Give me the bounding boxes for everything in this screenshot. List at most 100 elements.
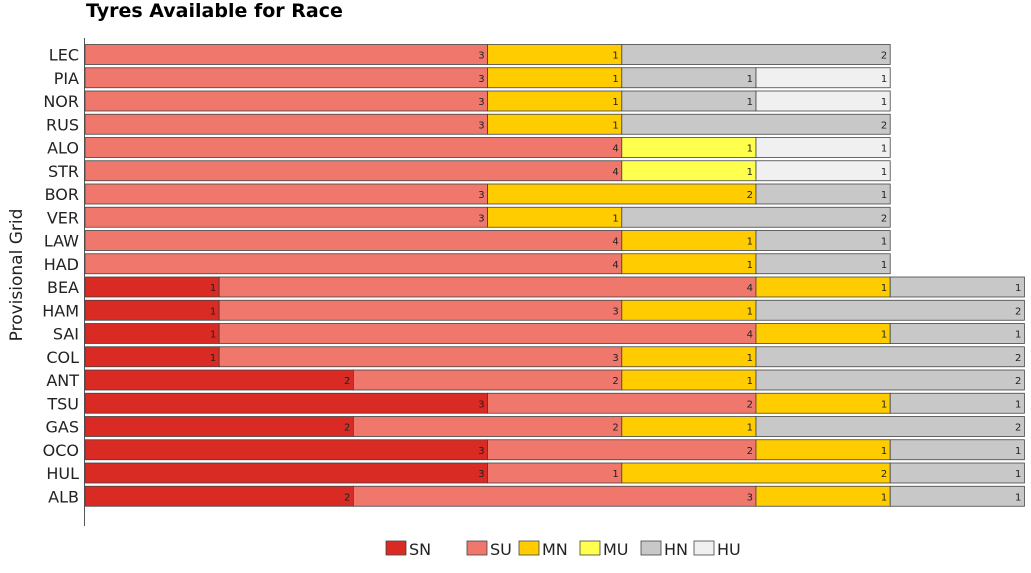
value-label-ham-mn: 1	[747, 306, 753, 317]
value-label-hul-mn: 2	[881, 469, 887, 480]
bar-nor-hu	[755, 90, 891, 112]
value-label-sai-mn: 1	[881, 330, 887, 341]
bar-tsu-su	[487, 392, 757, 414]
value-label-had-su: 4	[612, 260, 618, 271]
legend: SN SU MN MU HN HU	[385, 540, 741, 559]
bar-tsu-mn	[755, 392, 891, 414]
value-label-pia-su: 3	[478, 74, 484, 85]
bar-nor-su	[84, 90, 489, 112]
bar-str-hu	[755, 160, 891, 182]
legend-item-hn: HN	[640, 540, 688, 559]
y-tick-bea: BEA	[47, 278, 79, 297]
bar-bea-hn	[889, 276, 1025, 298]
bar-ant-hn	[755, 369, 1025, 391]
bar-oco-mn	[755, 439, 891, 461]
chart-title: Tyres Available for Race	[86, 0, 343, 22]
legend-swatch-su	[466, 540, 488, 556]
value-label-oco-sn: 3	[478, 446, 484, 457]
value-label-gas-sn: 2	[344, 423, 350, 434]
value-label-pia-hu: 1	[881, 74, 887, 85]
bar-alb-hn	[889, 485, 1025, 507]
value-label-ant-mn: 1	[747, 376, 753, 387]
y-tick-ant: ANT	[46, 371, 79, 390]
y-tick-lec: LEC	[49, 46, 79, 65]
y-tick-pia: PIA	[54, 69, 79, 88]
value-label-hul-su: 1	[612, 469, 618, 480]
legend-swatch-mn	[518, 540, 540, 556]
value-label-hul-sn: 3	[478, 469, 484, 480]
bar-alo-mu	[621, 137, 757, 158]
bar-ham-sn	[84, 299, 220, 321]
bar-sai-hn	[889, 323, 1025, 344]
value-label-ver-mn: 1	[612, 213, 618, 224]
y-tick-had: HAD	[44, 255, 79, 274]
bar-col-sn	[84, 346, 220, 368]
value-label-pia-hn: 1	[747, 74, 753, 85]
bar-hul-mn	[621, 462, 891, 484]
bar-bea-sn	[84, 276, 220, 298]
bar-law-su	[84, 230, 623, 251]
y-tick-str: STR	[48, 162, 79, 181]
value-label-ant-hn: 2	[1015, 376, 1021, 387]
value-label-col-su: 3	[612, 353, 618, 364]
value-label-bea-mn: 1	[881, 283, 887, 294]
value-label-oco-su: 2	[747, 446, 753, 457]
bar-pia-hu	[755, 67, 891, 89]
bar-alb-su	[352, 485, 757, 507]
value-label-tsu-mn: 1	[881, 399, 887, 410]
value-label-nor-mn: 1	[612, 97, 618, 108]
value-label-sai-hn: 1	[1015, 330, 1021, 341]
bar-hul-sn	[84, 462, 489, 484]
bar-alo-hu	[755, 137, 891, 158]
value-label-ver-su: 3	[478, 213, 484, 224]
value-label-law-mn: 1	[747, 237, 753, 248]
value-label-str-mu: 1	[747, 167, 753, 178]
value-label-rus-hn: 2	[881, 120, 887, 131]
bar-ham-su	[218, 299, 623, 321]
value-label-bea-su: 4	[747, 283, 753, 294]
legend-swatch-hu	[693, 540, 715, 556]
value-label-alb-su: 3	[747, 492, 753, 503]
y-tick-hul: HUL	[46, 464, 79, 483]
legend-label-sn: SN	[409, 540, 431, 559]
bar-sai-sn	[84, 323, 220, 344]
bar-tsu-hn	[889, 392, 1025, 414]
value-label-bor-su: 3	[478, 190, 484, 201]
value-label-lec-su: 3	[478, 51, 484, 62]
bar-col-su	[218, 346, 623, 368]
bar-law-hn	[755, 230, 891, 251]
bar-had-hn	[755, 253, 891, 275]
value-label-bea-sn: 1	[210, 283, 216, 294]
y-tick-tsu: TSU	[46, 394, 79, 413]
value-label-ham-hn: 2	[1015, 306, 1021, 317]
bar-lec-su	[84, 44, 489, 65]
value-label-col-sn: 1	[210, 353, 216, 364]
bar-bea-mn	[755, 276, 891, 298]
legend-item-mn: MN	[518, 540, 568, 559]
value-label-ham-sn: 1	[210, 306, 216, 317]
bar-ant-sn	[84, 369, 354, 391]
bar-sai-mn	[755, 323, 891, 344]
bar-alb-sn	[84, 485, 354, 507]
legend-label-mu: MU	[603, 540, 629, 559]
value-label-law-su: 4	[612, 237, 618, 248]
y-tick-labels: LEC PIA NOR RUS ALO STR BOR VER LAW HAD BEA HAM SAI C…	[42, 46, 79, 507]
bar-alo-su	[84, 137, 623, 158]
bar-bea-su	[218, 276, 757, 298]
value-label-alo-hu: 1	[881, 144, 887, 155]
y-tick-law: LAW	[44, 232, 79, 251]
legend-item-sn: SN	[385, 540, 431, 559]
value-label-gas-hn: 2	[1015, 423, 1021, 434]
legend-swatch-sn	[385, 540, 407, 556]
value-label-gas-mn: 1	[747, 423, 753, 434]
value-label-lec-hn: 2	[881, 51, 887, 62]
bar-ant-mn	[621, 369, 757, 391]
legend-label-hn: HN	[664, 540, 688, 559]
bar-str-su	[84, 160, 623, 182]
value-label-ver-hn: 2	[881, 213, 887, 224]
value-label-pia-mn: 1	[612, 74, 618, 85]
value-label-bor-hn: 1	[881, 190, 887, 201]
bar-sai-su	[218, 323, 757, 344]
value-label-tsu-sn: 3	[478, 399, 484, 410]
y-tick-oco: OCO	[43, 441, 79, 460]
